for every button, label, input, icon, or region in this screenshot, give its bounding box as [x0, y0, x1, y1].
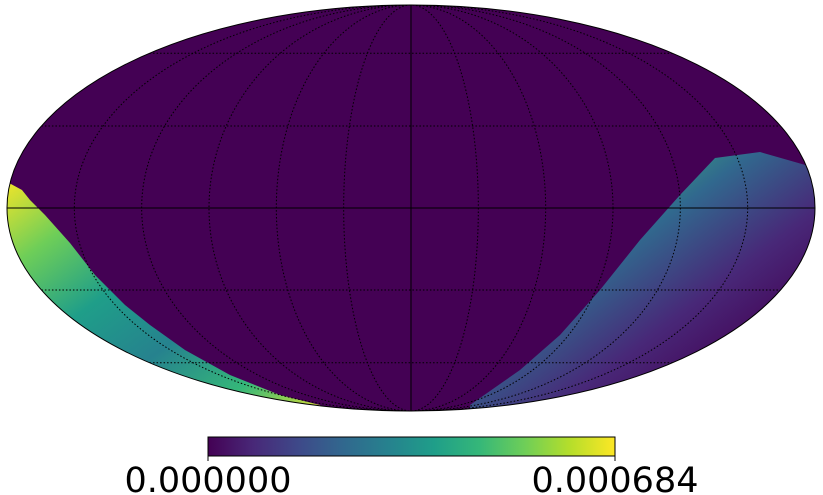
- map-outline: [6, 4, 816, 412]
- graticule: [7, 5, 815, 411]
- colorbar-tick-label: 0.000684: [531, 461, 698, 495]
- colorbar: [207, 436, 616, 457]
- map: [7, 5, 815, 411]
- colorbar-tick-label: 0.000000: [124, 461, 291, 495]
